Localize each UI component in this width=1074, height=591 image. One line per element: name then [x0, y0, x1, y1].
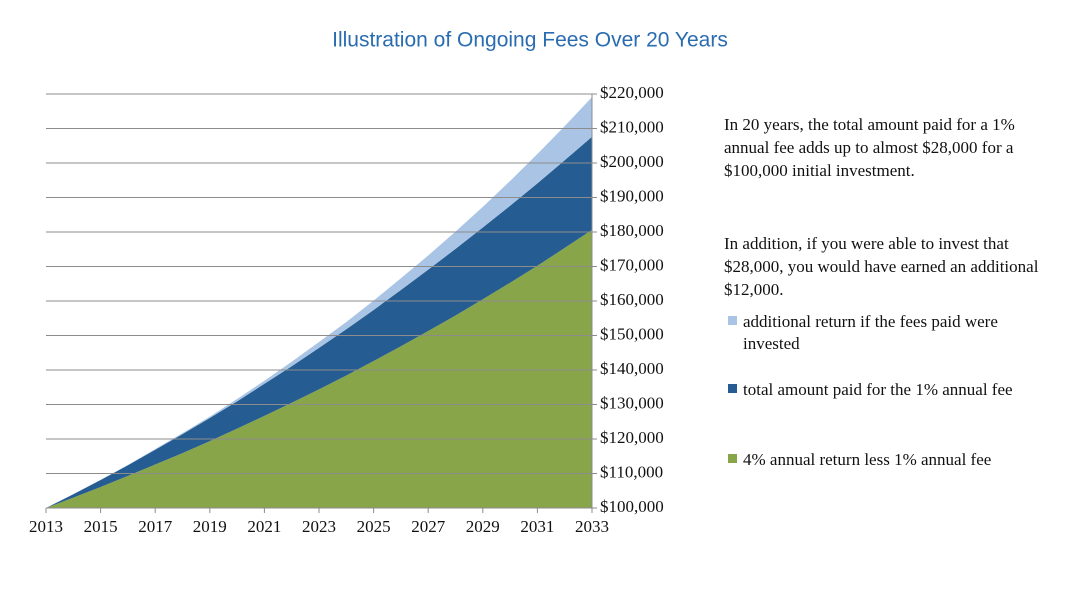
y-tick-label: $100,000: [600, 497, 664, 516]
y-tick-label: $140,000: [600, 359, 664, 378]
area: [46, 229, 592, 508]
x-tick-label: 2017: [138, 517, 173, 536]
x-tick-label: 2031: [520, 517, 554, 536]
y-tick-label: $160,000: [600, 290, 664, 309]
legend-label: 4% annual return less 1% annual fee: [743, 450, 992, 469]
legend-swatch: [728, 316, 737, 325]
y-tick-label: $130,000: [600, 393, 664, 412]
legend-item: additional return if the fees paid were …: [728, 311, 1053, 355]
legend-swatch: [728, 384, 737, 393]
areas: [46, 97, 592, 508]
x-tick-label: 2029: [466, 517, 500, 536]
y-tick-label: $190,000: [600, 186, 664, 205]
y-tick-label: $120,000: [600, 428, 664, 447]
annotation: In addition, if you were able to invest …: [724, 234, 1039, 299]
x-tick-label: 2025: [357, 517, 391, 536]
grid: [46, 93, 592, 509]
legend-label: total amount paid for the 1% annual fee: [743, 380, 1013, 399]
legend-swatch: [728, 454, 737, 463]
y-tick-label: $210,000: [600, 117, 664, 136]
y-tick-label: $150,000: [600, 324, 664, 343]
y-tick-label: $110,000: [600, 462, 663, 481]
y-tick-label: $170,000: [600, 255, 664, 274]
x-tick-label: 2013: [29, 517, 63, 536]
x-tick-label: 2023: [302, 517, 336, 536]
x-tick-label: 2021: [247, 517, 281, 536]
x-tick-label: 2033: [575, 517, 609, 536]
x-tick-label: 2027: [411, 517, 446, 536]
x-tick-label: 2015: [84, 517, 118, 536]
y-tick-label: $220,000: [600, 83, 664, 102]
chart-title: Illustration of Ongoing Fees Over 20 Yea…: [332, 29, 728, 52]
annotation: In 20 years, the total amount paid for a…: [724, 115, 1015, 180]
legend-item: total amount paid for the 1% annual fee: [728, 379, 1053, 401]
y-tick-label: $180,000: [600, 221, 664, 240]
legend-item: 4% annual return less 1% annual fee: [728, 449, 1053, 471]
y-tick-label: $200,000: [600, 152, 664, 171]
legend-label: additional return if the fees paid were …: [743, 312, 998, 353]
x-tick-label: 2019: [193, 517, 227, 536]
